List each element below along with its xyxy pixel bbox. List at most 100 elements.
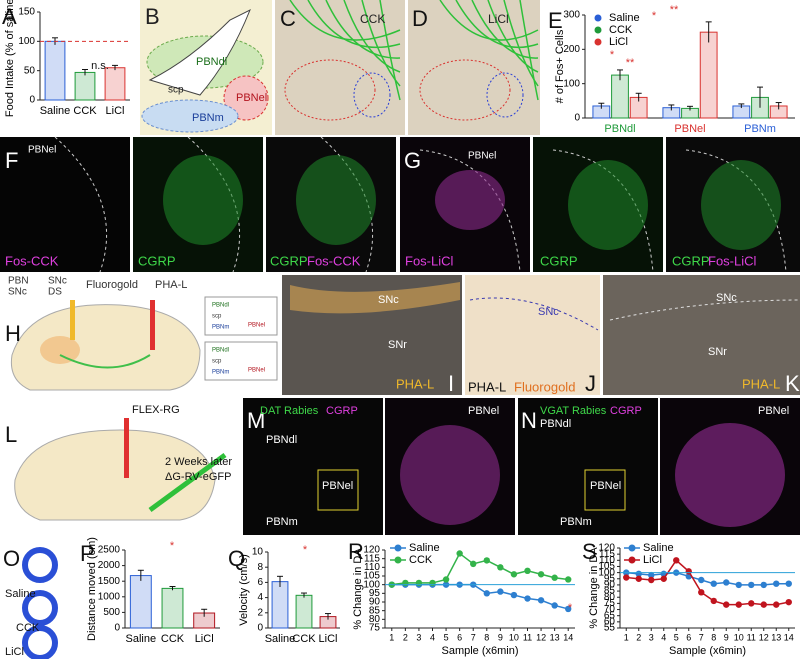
y-tick-label: 2000 [98,560,121,571]
legend-marker [394,556,402,564]
marker [565,576,572,583]
y-axis-label: Velocity (cm/s) [238,554,250,626]
x-tick-label: 1 [624,632,629,642]
heatmap [22,625,58,659]
chart: E# of Fos+ Cells 0 100 200 300 PBNdl PBNel PBNm… [548,4,795,135]
x-tick-label: 8 [711,632,716,642]
stain [400,425,500,525]
legend-marker [628,544,636,552]
y-tick-label: 150 [18,7,35,18]
x-tick-label: Saline [126,633,157,645]
annotation: * [568,602,573,614]
marker [635,575,642,582]
panel-label: CGRP [610,405,642,417]
x-tick-label: 7 [699,632,704,642]
marker [524,567,531,574]
panel-letter: O [3,546,20,571]
legend-marker [594,26,602,34]
y-tick-label: 120 [363,545,380,556]
x-tick-label: 11 [747,632,756,642]
inset [584,469,626,511]
marker [415,579,423,587]
y-axis-label: % Change in DA [352,548,364,630]
legend-label: Saline [409,542,440,554]
panel-image [603,275,800,395]
y-tick-label: 4 [257,592,263,603]
marker [456,550,463,557]
x-tick-label: 9 [498,632,503,642]
y-tick-label: 6 [257,577,263,588]
x-tick-label: 2 [403,632,408,642]
bar [699,31,718,119]
panel-letter: G [404,148,421,173]
outline [54,136,107,273]
y-axis-label: Distance moved (cm) [86,537,98,641]
y-tick-label: 95 [369,588,381,599]
panel-letter: S [582,539,597,564]
x-tick-label: PBNm [744,123,776,135]
image-panel: I SNc SNr PHA-L [282,275,462,396]
panel-letter: K [785,371,800,396]
bar [74,71,96,101]
chart: S% Change in DA 5560657075808590951001051… [582,539,795,657]
chart: R% Change in DA 7580859095100105110115120… [348,539,575,657]
y-tick-label: 110 [599,555,615,566]
legend-marker [594,38,602,46]
panel-letter: P [80,541,95,566]
syringe [124,418,129,478]
x-tick-label: 10 [509,632,519,642]
y-tick-label: 90 [369,597,381,608]
marker [483,557,490,564]
scp [148,8,251,96]
x-tick-label: 5 [674,632,679,642]
marker [773,601,780,608]
stain [701,160,781,250]
panel-label: ΔG-RV-eGFP [165,471,231,483]
marker [748,600,755,607]
bar [295,594,313,629]
marker [710,580,717,587]
outline [353,72,391,118]
panel-label: PBNm [212,325,229,331]
x-tick-label: 14 [784,632,794,642]
x-tick-label: 6 [686,632,691,642]
panel-label: SNc [8,287,27,298]
marker [773,580,780,587]
y-tick-label: 85 [369,605,381,616]
annotation: ** [670,4,679,16]
image-panel: C CCK [275,0,405,135]
x-tick-label: 2 [636,632,641,642]
region [223,75,269,121]
x-tick-label: Saline [40,105,71,117]
marker [551,602,558,609]
outline [486,72,524,118]
x-tick-label: 14 [563,632,573,642]
x-tick-label: 12 [536,632,546,642]
legend-marker [394,544,402,552]
scheme [204,296,278,336]
panel-letter: C [280,6,296,31]
region [141,99,239,133]
panel-label: DAT Rabies [260,405,319,417]
marker [723,579,730,586]
heatmap [22,547,58,583]
stain [568,160,648,250]
x-tick-label: 4 [430,632,435,642]
panel-label: SNc [378,294,399,306]
marker [497,564,504,571]
stain [435,170,505,230]
panel-label: PBNdl [212,303,229,309]
image-panel: L FLEX-RG 2 Weeks later ΔG-RV-eGFP [0,398,240,535]
x-tick-label: PBNdl [604,123,635,135]
panel-label: scp [212,314,222,320]
panel-label: scp [168,85,184,96]
marker [483,590,490,597]
panel-letter: A [2,4,17,29]
image-panel: O Saline CCK LiCl [0,540,75,659]
x-tick-label: CCK [161,633,185,645]
marker [524,595,531,602]
marker [470,560,477,568]
marker [565,605,572,613]
marker [429,579,436,587]
panel-label: Fluorogold [86,279,138,291]
